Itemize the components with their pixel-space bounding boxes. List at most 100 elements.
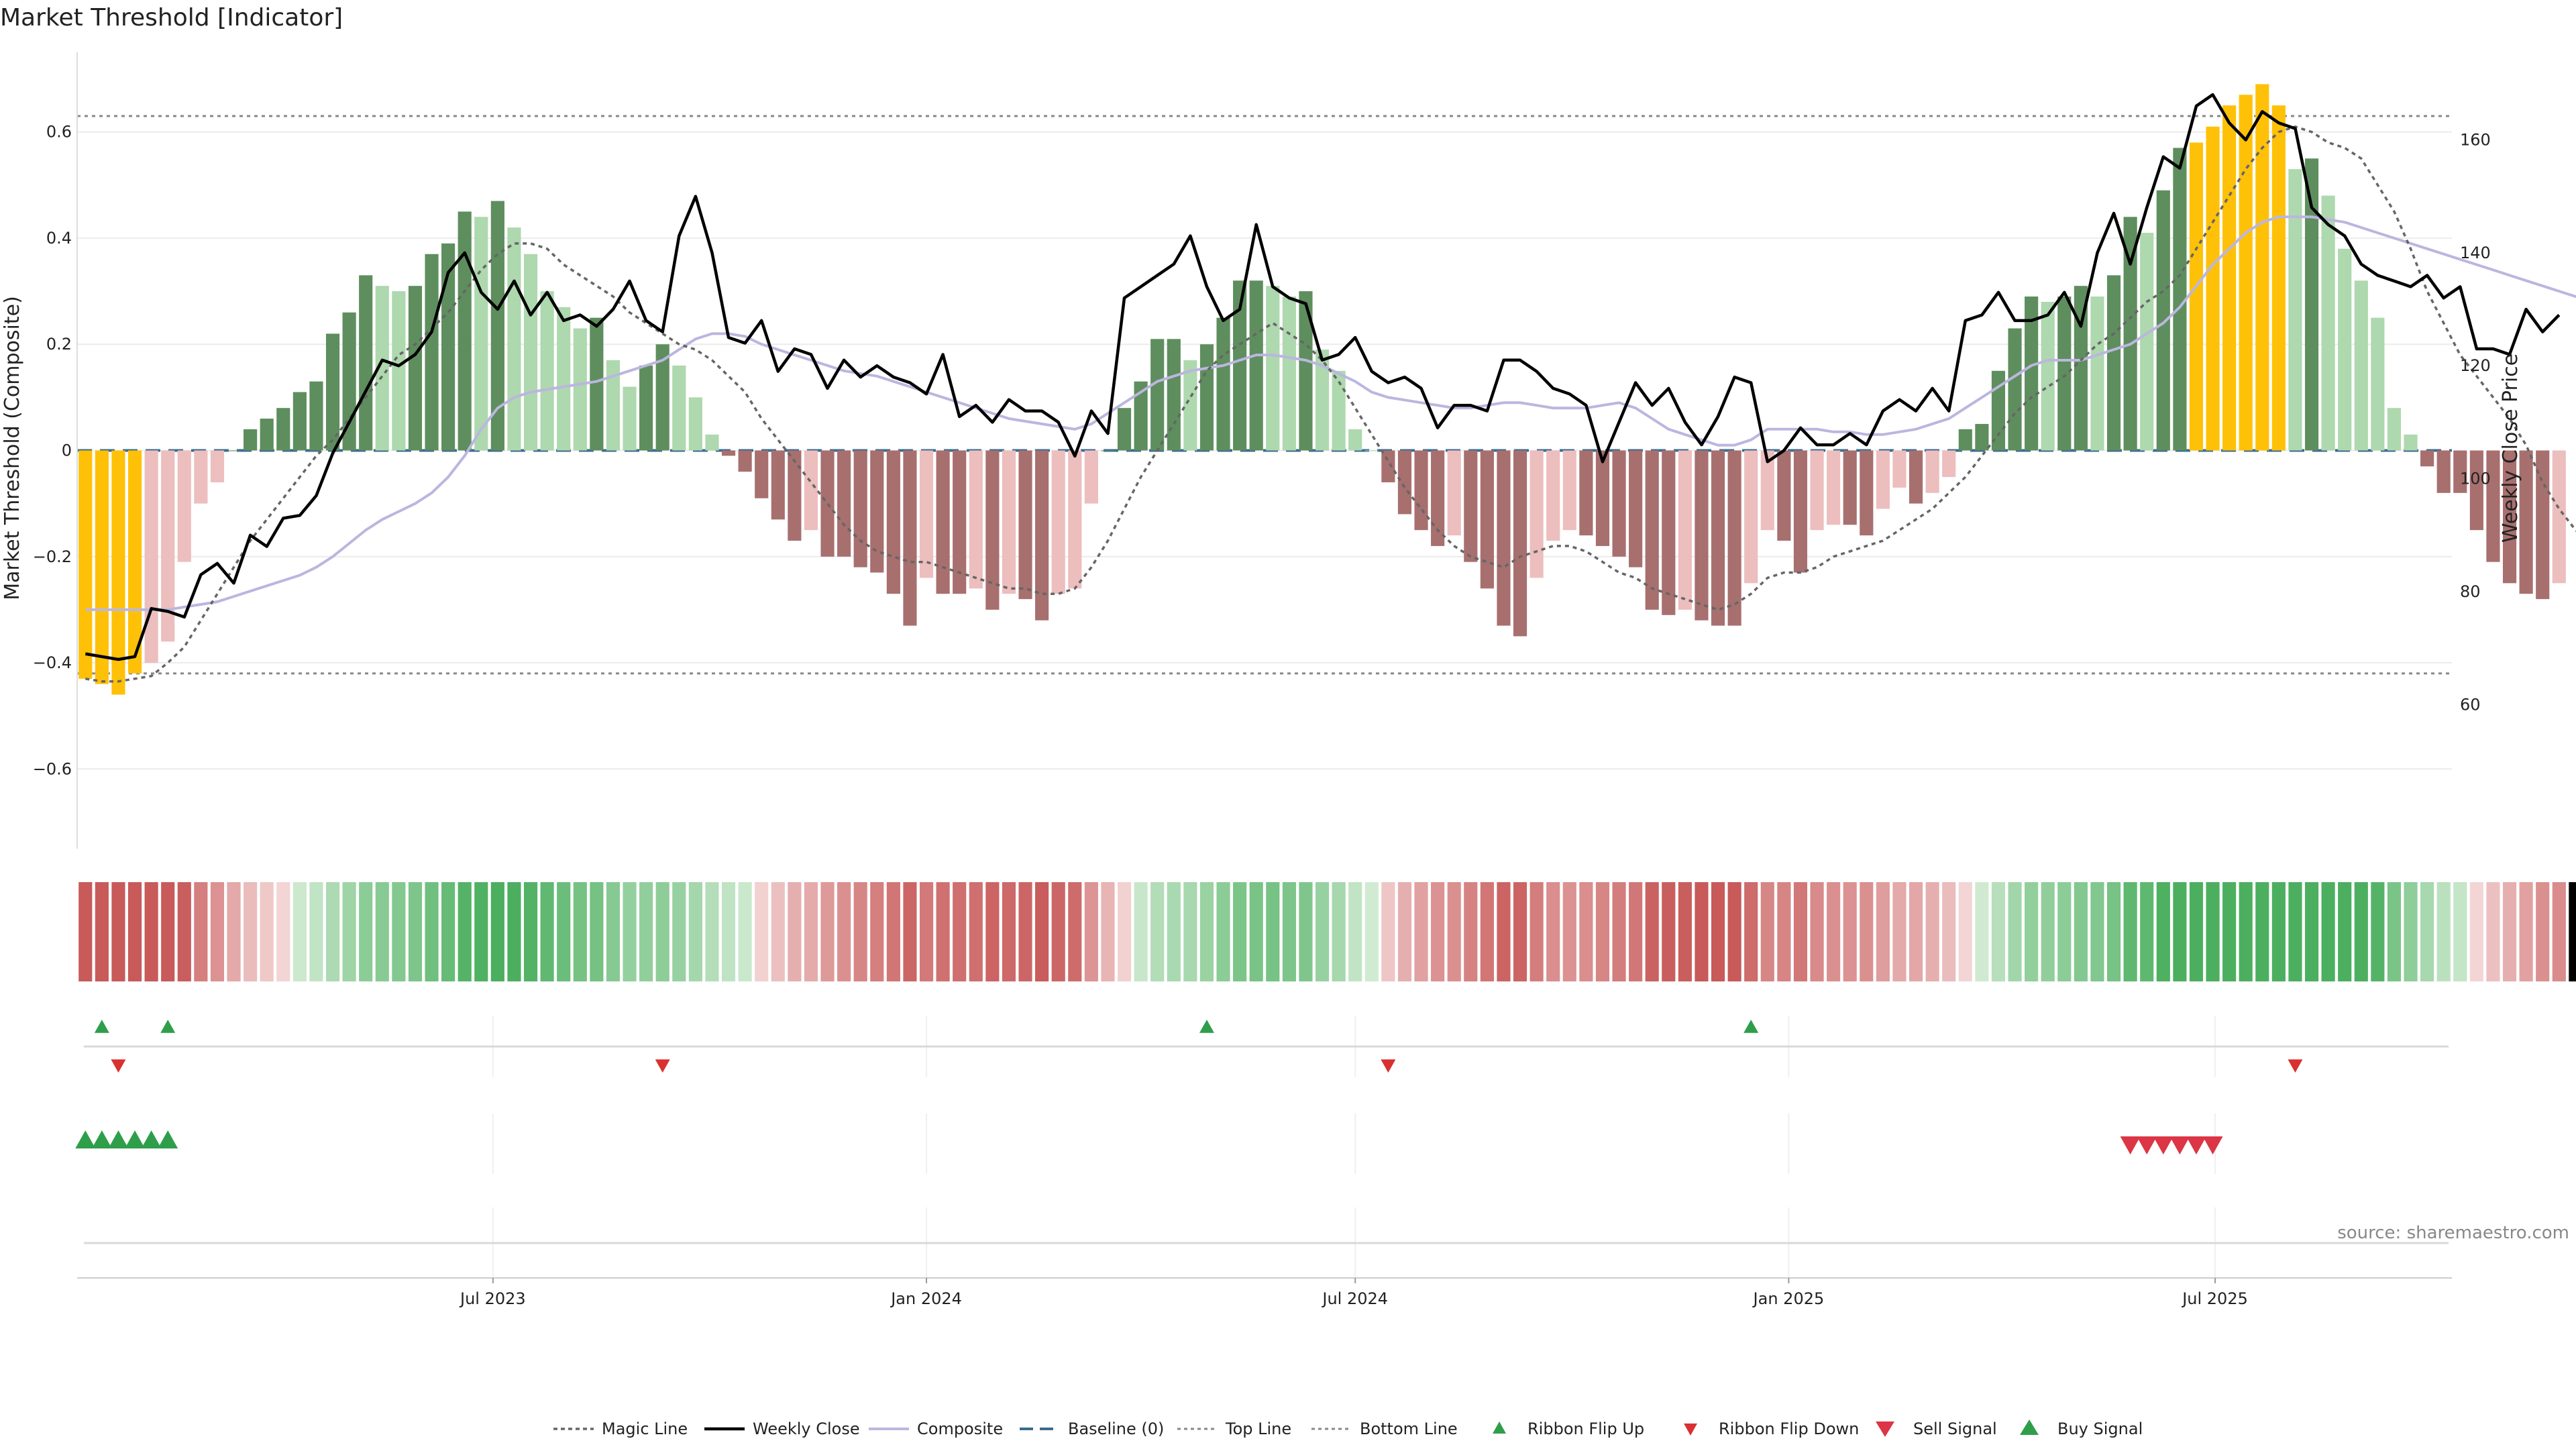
ribbon-cell — [2420, 882, 2434, 981]
ribbon-flip-down-marker — [655, 1059, 670, 1073]
ribbon-cell — [2025, 882, 2039, 981]
legend-label: Baseline (0) — [1068, 1419, 1164, 1438]
ribbon-cell — [1018, 882, 1032, 981]
composite-bar — [1942, 450, 1956, 478]
y-tick-label-left: 0 — [62, 441, 72, 460]
composite-bar — [523, 254, 538, 451]
composite-bar — [2206, 126, 2220, 451]
ribbon-cell — [1727, 882, 1741, 981]
ribbon-cell — [788, 882, 802, 981]
composite-bar — [1695, 450, 1709, 621]
y-tick-label-left: −0.4 — [33, 653, 72, 672]
composite-bar — [2041, 301, 2055, 451]
composite-bar — [1266, 286, 1280, 451]
composite-bar — [2189, 142, 2204, 451]
y-tick-label-left: 0.6 — [46, 123, 72, 142]
ribbon-cell — [2222, 882, 2237, 981]
y-tick-label-right: 80 — [2460, 582, 2481, 601]
ribbon-cell — [244, 882, 258, 981]
ribbon-cell — [1199, 882, 1214, 981]
ribbon-cell — [2354, 882, 2368, 981]
ribbon-cell — [2436, 882, 2451, 981]
ribbon-cell — [688, 882, 702, 981]
composite-bar — [1793, 450, 1808, 573]
composite-bar — [1645, 450, 1659, 610]
composite-bar — [969, 450, 983, 589]
composite-bar — [1662, 450, 1676, 615]
ribbon-cell — [392, 882, 406, 981]
y-tick-label-right: 140 — [2460, 244, 2491, 262]
ribbon-cell — [1051, 882, 1065, 981]
composite-bar — [639, 365, 653, 451]
composite-bar — [1397, 450, 1412, 515]
composite-bar — [705, 434, 719, 451]
ribbon-cell — [1760, 882, 1774, 981]
ribbon-cell — [705, 882, 719, 981]
ribbon-cell — [507, 882, 521, 981]
buy-signal-marker — [125, 1130, 146, 1148]
ribbon-cell — [161, 882, 175, 981]
composite-bar — [2222, 105, 2237, 451]
y-tick-label-left: −0.2 — [33, 547, 72, 566]
ribbon-flip-up-marker — [94, 1020, 109, 1033]
ribbon-cell — [1167, 882, 1181, 981]
ribbon-cell — [2074, 882, 2088, 981]
ribbon-cell — [523, 882, 538, 981]
ribbon-flip-up-marker — [1199, 1020, 1214, 1033]
composite-bar — [1464, 450, 1478, 562]
ribbon-flip-up-marker — [1743, 1020, 1759, 1033]
composite-bar — [804, 450, 818, 531]
composite-bar — [886, 450, 900, 594]
composite-line — [85, 215, 2576, 611]
ribbon-cell — [540, 882, 554, 981]
ribbon-cell — [441, 882, 455, 981]
ribbon-cell — [458, 882, 472, 981]
composite-bar — [2321, 195, 2335, 451]
composite-bar — [953, 450, 967, 594]
composite-bar — [672, 365, 686, 451]
composite-bar — [1595, 450, 1610, 546]
composite-bar — [1414, 450, 1428, 531]
ribbon-cell — [2156, 882, 2170, 981]
composite-bar — [1827, 450, 1841, 525]
composite-bar — [1332, 370, 1346, 451]
composite-bar — [392, 291, 406, 451]
composite-bar — [359, 275, 373, 451]
composite-bar — [1299, 291, 1313, 451]
ribbon-cell — [2255, 882, 2269, 981]
y-tick-label-left: 0.2 — [46, 335, 72, 354]
x-tick-label: Jul 2025 — [2181, 1289, 2248, 1308]
ribbon-cell — [903, 882, 917, 981]
composite-bar — [1381, 450, 1395, 482]
composite-bar — [2123, 217, 2137, 451]
ribbon-cell — [837, 882, 851, 981]
ribbon-cell — [1101, 882, 1115, 981]
ribbon-cell — [1447, 882, 1461, 981]
composite-bar — [1282, 297, 1296, 451]
composite-bar — [936, 450, 950, 594]
ribbon-cell — [2123, 882, 2137, 981]
ribbon-cell — [1134, 882, 1148, 981]
composite-bar — [2387, 408, 2402, 451]
ribbon-cell — [2338, 882, 2352, 981]
y-tick-label-left: −0.6 — [33, 759, 72, 778]
composite-bar — [95, 450, 109, 684]
composite-bar — [2074, 286, 2088, 451]
ribbon-cell — [1233, 882, 1247, 981]
composite-bar — [590, 317, 604, 451]
ribbon-cell — [1827, 882, 1841, 981]
composite-bar — [1678, 450, 1692, 610]
ribbon-cell — [1183, 882, 1197, 981]
ribbon-cell — [2519, 882, 2533, 981]
ribbon-cell — [1562, 882, 1576, 981]
composite-bar — [1348, 429, 1362, 451]
ribbon-cell — [425, 882, 439, 981]
composite-bar — [1513, 450, 1527, 637]
ribbon-cell — [639, 882, 653, 981]
composite-bar — [1150, 339, 1165, 451]
composite-bar — [1760, 450, 1774, 531]
composite-bar — [1892, 450, 1907, 488]
ribbon-cell — [1513, 882, 1527, 981]
composite-bar — [1991, 370, 2006, 451]
composite-bar — [2552, 450, 2566, 584]
